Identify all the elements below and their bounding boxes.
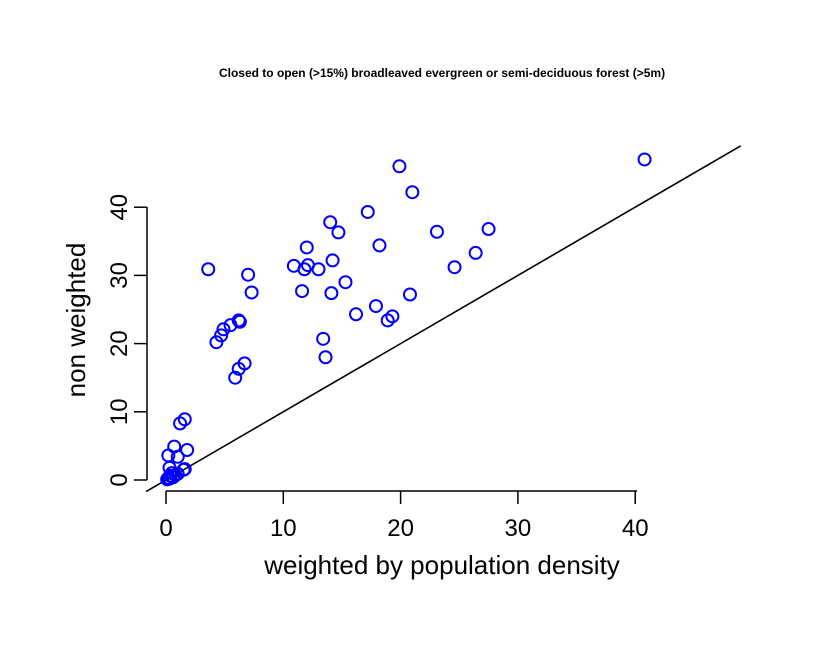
x-tick-label: 40 xyxy=(622,515,649,542)
chart-title: Closed to open (>15%) broadleaved evergr… xyxy=(219,66,665,80)
y-tick-label: 30 xyxy=(106,262,133,289)
y-axis-label: non weighted xyxy=(61,243,91,398)
data-point xyxy=(468,245,483,260)
data-point xyxy=(295,284,310,299)
data-point xyxy=(299,240,314,255)
data-point xyxy=(237,356,252,371)
y-axis: 0 10 20 30 40 xyxy=(106,194,148,487)
identity-reference-line xyxy=(145,145,742,493)
data-point xyxy=(316,331,331,346)
data-point xyxy=(177,462,192,477)
data-point xyxy=(368,299,383,314)
x-tick-label: 0 xyxy=(159,515,172,542)
data-point xyxy=(392,159,407,174)
data-point xyxy=(402,287,417,302)
data-point xyxy=(349,307,364,322)
data-point xyxy=(214,328,229,343)
data-point xyxy=(241,267,256,282)
data-point xyxy=(385,309,400,324)
data-point xyxy=(447,260,462,275)
data-point xyxy=(232,314,247,329)
y-tick-label: 20 xyxy=(106,330,133,357)
data-point xyxy=(325,253,340,268)
data-point xyxy=(360,204,375,219)
data-point xyxy=(372,238,387,253)
data-point xyxy=(338,275,353,290)
data-point xyxy=(297,262,312,277)
x-axis-label: weighted by population density xyxy=(263,550,620,580)
data-point xyxy=(244,285,259,300)
data-point xyxy=(429,224,444,239)
data-point xyxy=(323,215,338,230)
y-tick-label: 10 xyxy=(106,398,133,425)
data-point xyxy=(311,262,326,277)
data-point xyxy=(318,350,333,365)
data-points xyxy=(160,152,652,487)
data-point xyxy=(405,185,420,200)
x-tick-label: 10 xyxy=(270,515,297,542)
data-point xyxy=(201,262,216,277)
x-axis: 0 10 20 30 40 xyxy=(159,490,649,542)
x-tick-label: 20 xyxy=(387,515,414,542)
data-point xyxy=(637,152,652,167)
y-tick-label: 0 xyxy=(106,473,133,486)
y-tick-label: 40 xyxy=(106,194,133,221)
data-point xyxy=(216,322,231,337)
data-point xyxy=(177,412,192,427)
data-point xyxy=(331,225,346,240)
data-point xyxy=(228,370,243,385)
data-point xyxy=(324,286,339,301)
data-point xyxy=(180,442,195,457)
data-point xyxy=(481,222,496,237)
data-point xyxy=(167,439,182,454)
x-tick-label: 30 xyxy=(505,515,532,542)
